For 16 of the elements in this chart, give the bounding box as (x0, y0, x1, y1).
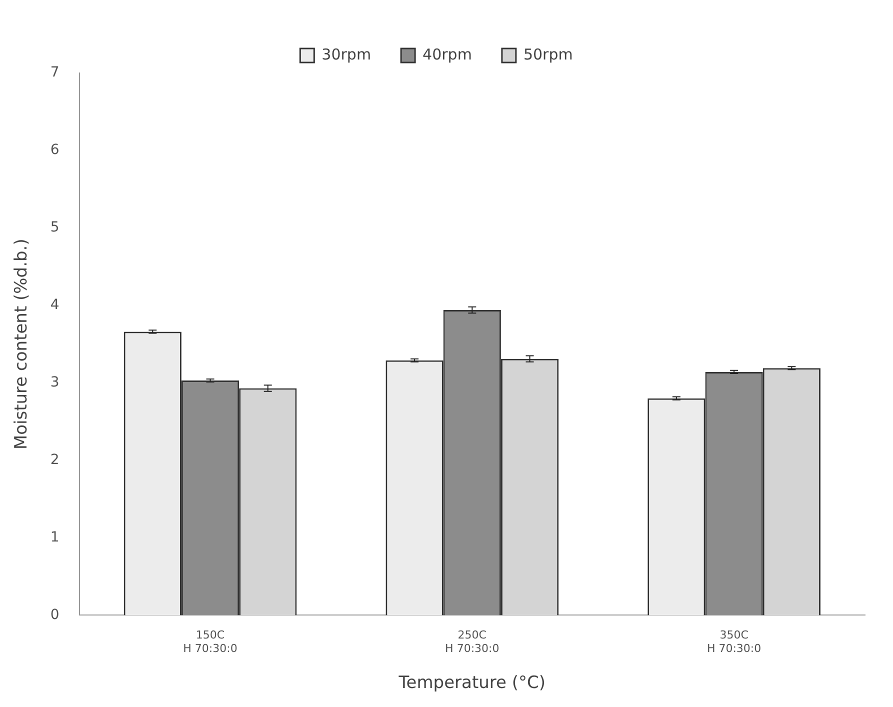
x-tick-label: 250C H 70:30:0 (445, 628, 500, 655)
y-tick-label: 0 (50, 606, 60, 623)
legend-label: 40rpm (422, 45, 472, 64)
y-tick-label: 4 (50, 297, 60, 314)
legend-label: 50rpm (523, 45, 573, 64)
y-tick-label: 1 (50, 529, 60, 546)
y-tick-label: 6 (50, 142, 60, 158)
y-tick-label: 3 (50, 374, 60, 390)
x-axis-title: Temperature (°C) (398, 673, 546, 694)
legend-label: 30rpm (322, 45, 372, 64)
y-tick-label: 2 (50, 452, 60, 468)
y-tick-label: 5 (50, 220, 60, 236)
y-tick-label: 7 (50, 64, 60, 81)
x-tick-label: 150C H 70:30:0 (183, 628, 238, 655)
y-axis-title: Moisture content (%d.b.) (12, 238, 32, 450)
x-tick-label: 350C H 70:30:0 (706, 628, 762, 655)
